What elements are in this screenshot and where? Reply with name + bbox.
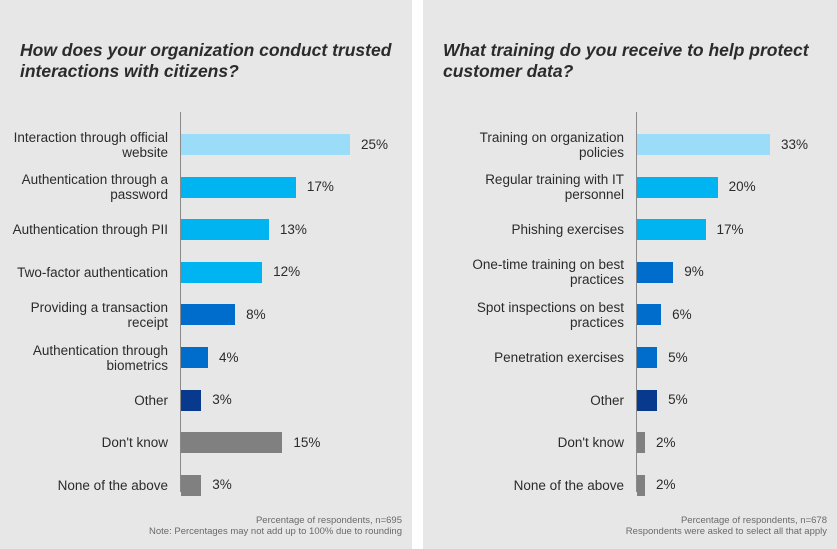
- chart-notes: Percentage of respondents, n=678 Respond…: [626, 515, 827, 537]
- data-label: 33%: [781, 136, 809, 152]
- data-label: 3%: [212, 477, 232, 493]
- bar: [637, 304, 662, 326]
- data-label: 6%: [672, 306, 692, 322]
- data-label: 12%: [273, 264, 301, 280]
- data-label: 5%: [668, 392, 688, 408]
- data-label: 20%: [728, 179, 756, 195]
- bar: [181, 176, 296, 198]
- bar: [181, 389, 202, 411]
- category-label: Don't know: [101, 435, 168, 451]
- bar: [181, 474, 202, 496]
- category-label: Providing a transaction receipt: [30, 299, 168, 330]
- bar: [181, 134, 350, 155]
- chart-title: How does your organization conduct trust…: [20, 40, 392, 81]
- plot-area: Training on organization policies 33% Regu…: [423, 0, 837, 549]
- data-label: 3%: [212, 392, 232, 408]
- bar: [181, 347, 209, 368]
- category-label: Spot inspections on best practices: [476, 299, 624, 330]
- data-label: 9%: [684, 264, 704, 280]
- bar: [181, 304, 236, 326]
- data-label: 17%: [716, 221, 744, 237]
- data-label: 2%: [656, 477, 676, 493]
- data-label: 8%: [246, 306, 266, 322]
- bar: [181, 261, 263, 283]
- bar: [637, 134, 770, 155]
- note-line: Percentage of respondents, n=678: [680, 515, 827, 526]
- category-label: Interaction through official website: [13, 129, 168, 160]
- data-label: 5%: [668, 349, 688, 365]
- bar: [637, 474, 646, 496]
- data-label: 4%: [219, 349, 239, 365]
- bar: [181, 219, 269, 241]
- category-label: Phishing exercises: [511, 222, 624, 238]
- note-line: Percentage of respondents, n=695: [255, 515, 402, 526]
- data-label: 15%: [293, 434, 321, 450]
- category-label: Other: [590, 392, 624, 408]
- bar: [637, 347, 658, 368]
- bar: [637, 261, 674, 283]
- category-label: Training on organization policies: [479, 129, 624, 160]
- y-axis-line: [636, 112, 637, 492]
- data-label: 13%: [279, 221, 307, 237]
- plot-area: Interaction through official website 25% A…: [0, 0, 412, 549]
- note-line: Respondents were asked to select all tha…: [625, 526, 827, 537]
- chart-notes: Percentage of respondents, n=695 Note: P…: [149, 515, 402, 537]
- category-label: Regular training with IT personnel: [485, 172, 624, 203]
- category-label: None of the above: [513, 477, 624, 493]
- category-label: Two-factor authentication: [17, 264, 168, 280]
- category-label: None of the above: [57, 477, 168, 493]
- data-label: 17%: [306, 179, 334, 195]
- data-label: 2%: [656, 434, 676, 450]
- category-label: Authentication through biometrics: [32, 342, 168, 373]
- category-label: Authentication through a password: [21, 172, 168, 203]
- category-label: Penetration exercises: [494, 350, 624, 365]
- category-label: Authentication through PII: [12, 222, 168, 238]
- bar: [637, 389, 658, 411]
- y-axis-line: [180, 112, 181, 492]
- bar: [181, 432, 283, 454]
- category-label: Other: [134, 392, 168, 408]
- bar: [637, 219, 706, 241]
- note-line: Note: Percentages may not add up to 100%…: [149, 526, 402, 537]
- chart-panel-training: What training do you receive to help pro…: [423, 0, 837, 549]
- category-label: One-time training on best practices: [472, 257, 624, 288]
- data-label: 25%: [361, 136, 389, 152]
- bar: [637, 176, 718, 198]
- category-label: Don't know: [557, 435, 624, 451]
- bar: [637, 432, 646, 454]
- chart-panel-trusted-interactions: How does your organization conduct trust…: [0, 0, 412, 549]
- chart-title: What training do you receive to help pro…: [443, 40, 809, 81]
